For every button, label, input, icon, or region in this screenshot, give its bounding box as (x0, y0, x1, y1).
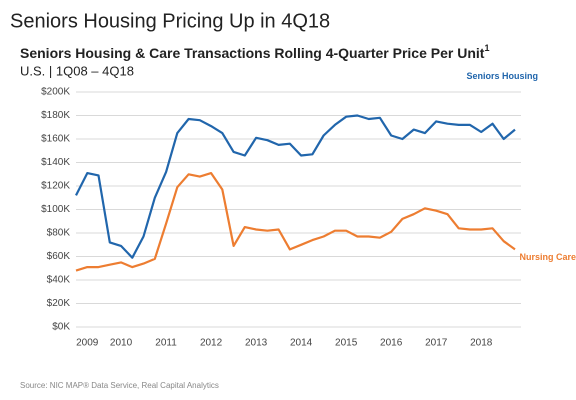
x-tick-label: 2009 (76, 338, 99, 349)
series-line (75, 114, 516, 259)
series-line (75, 172, 516, 272)
y-tick-label: $120K (41, 181, 70, 192)
y-tick-label: $180K (41, 110, 70, 121)
x-tick-label: 2014 (290, 338, 313, 349)
subtitle-note: 1 (484, 43, 489, 53)
y-tick-label: $0K (52, 322, 70, 333)
x-tick-label: 2016 (380, 338, 403, 349)
x-tick-label: 2015 (335, 338, 358, 349)
x-tick-label: 2017 (425, 338, 448, 349)
source: Source: NIC MAP® Data Service, Real Capi… (20, 381, 219, 390)
chart-subtitle: Seniors Housing & Care Transactions Roll… (20, 43, 489, 60)
y-tick-label: $160K (41, 134, 70, 145)
subtitle-text: Seniors Housing & Care Transactions Roll… (20, 45, 485, 61)
y-tick-label: $80K (47, 228, 71, 239)
y-tick-label: $20K (47, 298, 71, 309)
x-tick-label: 2011 (155, 338, 177, 349)
y-tick-label: $200K (41, 87, 70, 98)
y-tick-label: $40K (47, 275, 71, 286)
y-tick-label: $60K (47, 251, 71, 262)
chart-title: Seniors Housing Pricing Up in 4Q18 (10, 10, 330, 32)
x-tick-label: 2012 (200, 338, 223, 349)
y-tick-label: $140K (41, 157, 70, 168)
x-tick-label: 2018 (470, 338, 493, 349)
x-tick-label: 2013 (245, 338, 268, 349)
y-tick-label: $100K (41, 204, 70, 215)
chart-subtitle2: U.S. | 1Q08 – 4Q18 (20, 63, 134, 78)
x-tick-label: 2010 (110, 338, 133, 349)
series-label: Nursing Care (519, 252, 576, 262)
series-label: Seniors Housing (466, 71, 538, 81)
